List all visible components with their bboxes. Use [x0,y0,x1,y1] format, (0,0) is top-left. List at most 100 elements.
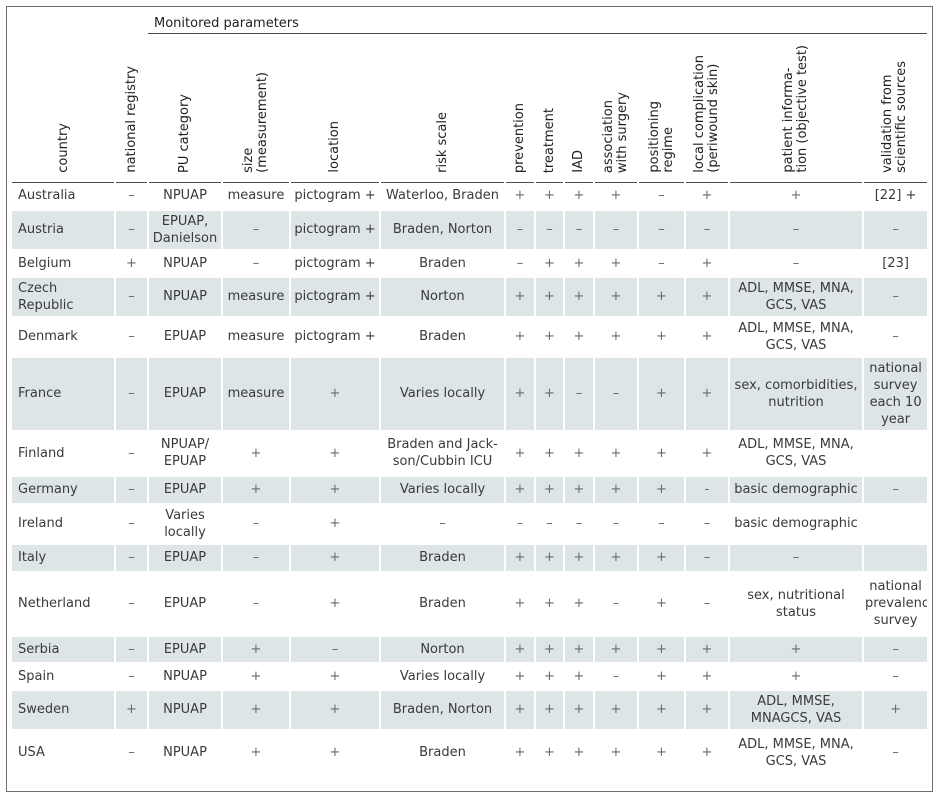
table-cell: – [115,430,149,477]
column-header: size (measurement) [222,33,290,183]
table-row: Czech Republic – NPUAP measure pictogram + No… [12,276,928,318]
table-cell: + [535,571,565,637]
column-header-label: IAD [571,150,586,173]
table-cell: NPUAP [148,662,223,691]
table-cell: – [290,635,381,664]
table-cell: – [594,209,639,251]
table-cell: – [685,571,730,637]
country-cell: Denmark [12,316,116,358]
table-cell: + [863,689,928,731]
table-cell: Braden and Jack-son/Cubbin ICU [380,430,506,477]
table-cell: [22] + [863,182,928,211]
column-header-row: country national registry PU category size … [12,33,928,183]
table-cell: Braden [380,249,506,278]
table-cell: – [594,571,639,637]
table-cell: – [222,571,291,637]
table-cell: – [115,635,149,664]
table-cell: – [863,662,928,691]
country-cell: Austria [12,209,116,251]
table-cell: EPUAP [148,635,223,664]
table-cell: + [535,662,565,691]
column-header-label: PU category [177,94,192,173]
table-cell: – [115,662,149,691]
column-header: local complication (periwound skin) [685,33,729,183]
table-cell: – [863,276,928,318]
monitored-parameters-heading: Monitored parameters [148,14,928,34]
table-cell: + [564,475,595,505]
table-cell: Braden [380,316,506,358]
table-cell: + [535,475,565,505]
table-cell: + [505,430,536,477]
table-cell: sex, nutritional status [729,571,864,637]
table-cell: + [222,475,291,505]
table-cell: measure [222,182,291,211]
table-cell: + [564,571,595,637]
table-cell: + [594,182,639,211]
table-cell: – [115,316,149,358]
table-cell: + [685,249,730,278]
table-cell: + [685,182,730,211]
table-cell: measure [222,316,291,358]
table-row: Australia – NPUAP measure pictogram + Waterlo… [12,182,928,211]
table-cell: + [290,689,381,731]
table-row: Germany – EPUAP + + Varies locally + + + + + - basic… [12,475,928,505]
country-cell: Australia [12,182,116,211]
table-cell: + [535,430,565,477]
table-cell: + [685,729,730,777]
table-cell: Waterloo, Braden [380,182,506,211]
table-cell: + [685,356,730,432]
column-header: country [12,33,115,183]
table-cell: + [564,249,595,278]
table-cell: sex, comorbidities, nutrition [729,356,864,432]
table-cell: – [863,475,928,505]
table-cell: – [505,249,536,278]
table-cell: + [729,635,864,664]
table-cell: + [505,316,536,358]
table-cell: pictogram + [290,316,381,358]
table-cell: – [863,316,928,358]
table-cell: + [290,503,381,545]
country-cell: Germany [12,475,116,505]
table-cell: – [115,729,149,777]
table-cell: + [638,276,686,318]
table-cell: ADL, MMSE, MNA, GCS, VAS [729,316,864,358]
table-cell: + [685,635,730,664]
table-cell: NPUAP [148,182,223,211]
column-header: national registry [115,33,148,183]
table-cell: + [505,729,536,777]
header-group-row: Monitored parameters [12,14,928,34]
table-cell: + [638,635,686,664]
table-row: USA – NPUAP + + Braden + + + + + + ADL, MMSE, MNA, G… [12,729,928,777]
table-cell: + [638,475,686,505]
table-cell: national prevalence survey [863,571,928,637]
table-cell: + [222,689,291,731]
table-cell: + [594,316,639,358]
table-row: Spain – NPUAP + + Varies locally + + + – + + + – [12,662,928,691]
table-cell: + [535,729,565,777]
table-cell: Braden [380,543,506,573]
table-cell: + [594,689,639,731]
table-cell: + [564,276,595,318]
table-cell: + [685,276,730,318]
column-header-label: risk scale [434,112,450,173]
table-cell: – [685,209,730,251]
table-cell: + [290,662,381,691]
table-cell: – [222,543,291,573]
table-cell: + [535,543,565,573]
table-cell: + [638,430,686,477]
table-cell: + [535,276,565,318]
table-row: Italy – EPUAP – + Braden + + + + + – – [12,543,928,573]
table-cell: + [638,729,686,777]
table-cell: ADL, MMSE, MNA, GCS, VAS [729,276,864,318]
table-cell: NPUAP/ EPUAP [148,430,223,477]
table-cell [863,543,928,573]
table-cell: EPUAP [148,475,223,505]
table-cell: – [685,543,730,573]
table-cell: – [594,503,639,545]
table-cell: – [222,503,291,545]
table-cell: EPUAP [148,316,223,358]
column-header-label: patient informa- tion (objective test) [781,45,810,173]
table-cell: + [290,430,381,477]
table-cell: + [222,430,291,477]
country-cell: France [12,356,116,432]
